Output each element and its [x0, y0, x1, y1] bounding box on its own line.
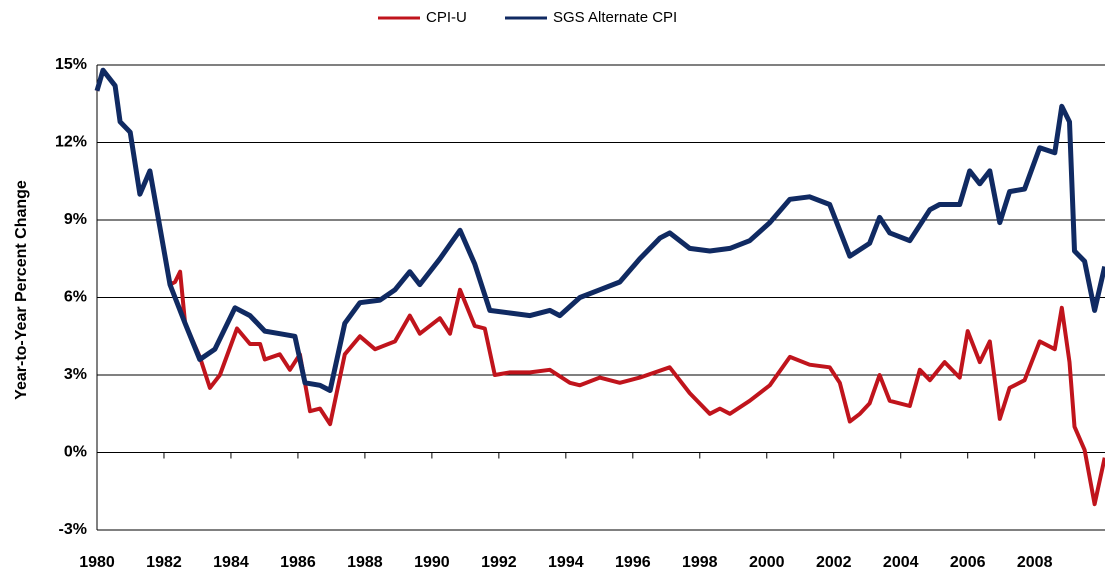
x-tick-label: 2006: [950, 554, 986, 571]
x-tick-label: 1982: [146, 554, 182, 571]
legend-label: SGS Alternate CPI: [553, 9, 677, 26]
legend-label: CPI-U: [426, 9, 467, 26]
y-axis-label: Year-to-Year Percent Change: [13, 180, 30, 400]
y-tick-label: -3%: [59, 521, 87, 538]
series-line: [94, 67, 1105, 393]
x-tick-label: 2004: [883, 554, 919, 571]
series-line: [95, 68, 1105, 507]
x-tick-label: 1986: [280, 554, 316, 571]
y-tick-label: 0%: [64, 444, 87, 461]
y-tick-label: 3%: [64, 366, 87, 383]
x-tick-label: 1996: [615, 554, 651, 571]
x-tick-label: 2002: [816, 554, 852, 571]
x-tick-label: 1988: [347, 554, 383, 571]
x-tick-label: 2008: [1017, 554, 1053, 571]
y-tick-label: 9%: [64, 211, 87, 228]
x-tick-label: 1992: [481, 554, 517, 571]
x-tick-label: 1994: [548, 554, 584, 571]
x-tick-label: 1990: [414, 554, 450, 571]
x-tick-label: 1984: [213, 554, 249, 571]
y-tick-label: 15%: [55, 56, 87, 73]
x-tick-label: 1998: [682, 554, 718, 571]
x-tick-label: 2000: [749, 554, 785, 571]
y-tick-label: 6%: [64, 289, 87, 306]
y-tick-label: 12%: [55, 134, 87, 151]
x-tick-label: 1980: [79, 554, 115, 571]
